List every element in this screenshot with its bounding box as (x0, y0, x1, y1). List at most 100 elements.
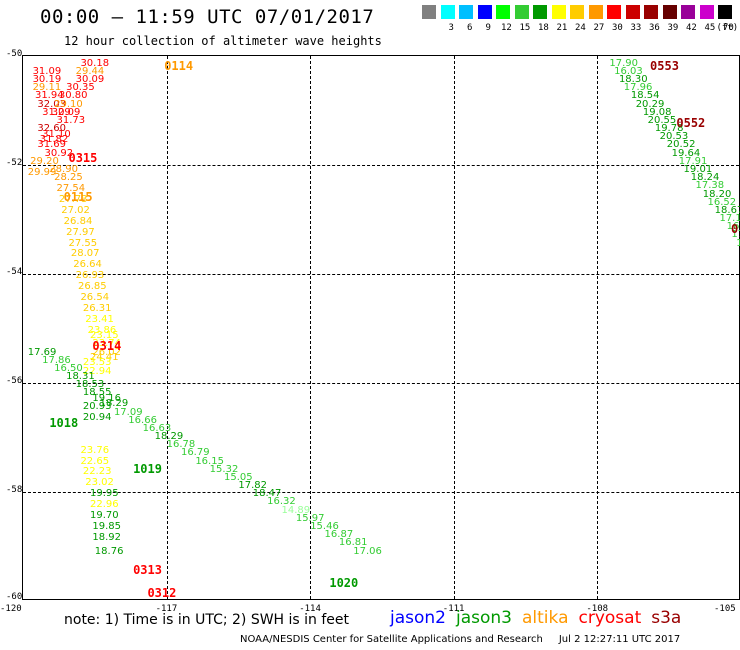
wave-height-value: 26.54 (80, 292, 110, 304)
wave-height-value: 17.90 (609, 57, 638, 69)
wave-height-value: 18.76 (94, 545, 124, 557)
wave-height-value: 31.10 (42, 128, 71, 140)
wave-height-value: 16.09 (726, 221, 740, 233)
wave-height-value: 20.55 (647, 114, 677, 126)
wave-height-value: 19.70 (90, 510, 119, 522)
wave-height-value: 18.47 (252, 488, 282, 500)
wave-height-value: 31.09 (32, 65, 62, 77)
map-plot-area: 30.18 31.09 29.44 30.19 30.09 29.11 30.35 31.94… (22, 55, 740, 600)
legend-label: 3 (448, 23, 454, 33)
wave-height-value: 18.29 (99, 398, 129, 410)
parallel-gridline (23, 165, 739, 166)
longitude-label: -120 (0, 604, 22, 614)
pass-id-label: 1019 (133, 462, 162, 477)
meridian-gridline (453, 56, 455, 599)
wave-height-value: 16.66 (128, 414, 157, 426)
meridian-gridline (597, 56, 599, 599)
wave-height-value: 29.11 (32, 82, 62, 94)
wave-height-value: 30.19 (32, 74, 62, 86)
wave-height-value: 30.09 (75, 74, 105, 86)
wave-height-value: 18.92 (92, 531, 122, 543)
wave-height-value: 22.65 (80, 455, 110, 467)
legend-swatch (570, 5, 584, 19)
legend-swatch (422, 5, 436, 19)
legend-swatch (607, 5, 621, 19)
wave-height-value: 22.23 (82, 466, 112, 478)
wave-height-value: 17.91 (678, 155, 708, 167)
wave-height-value: 17.31 (736, 237, 740, 249)
longitude-label: -105 (714, 604, 736, 614)
wave-height-value: 22.94 (82, 365, 112, 377)
wave-height-value: 27.55 (68, 237, 98, 249)
wave-height-value: 17.10 (719, 213, 740, 225)
wave-height-value: 23.76 (80, 444, 110, 456)
wave-height-value: 27.73 (58, 193, 88, 205)
legend-swatch (440, 5, 455, 19)
legend-label: 6 (467, 23, 473, 33)
wave-height-value: 16.50 (54, 362, 83, 374)
wave-height-value: 31.94 (34, 90, 64, 102)
wave-height-value: 29.10 (54, 98, 83, 110)
wave-height-value: 18.54 (630, 90, 660, 102)
wave-height-value: 26.31 (82, 302, 112, 314)
latitude-label: -60 (6, 592, 23, 602)
legend-swatch (625, 5, 640, 19)
wave-height-value: 32.60 (37, 123, 66, 135)
wave-height-value: 16.52 (707, 196, 737, 208)
wave-height-value: 14.89 (281, 504, 311, 516)
wave-height-value: 32.03 (37, 98, 66, 110)
legend-label: 15 (519, 23, 531, 33)
wave-height-value: 20.94 (82, 411, 112, 423)
parallel-gridline (23, 274, 739, 275)
legend-swatch (718, 5, 732, 19)
legend-swatch (459, 5, 473, 19)
latitude-label: -50 (6, 49, 23, 59)
wave-height-value: 15.32 (209, 463, 239, 475)
parallel-gridline (23, 383, 739, 384)
wave-height-value: 18.24 (690, 172, 720, 184)
credit-text: NOAA/NESDIS Center for Satellite Applica… (240, 634, 543, 645)
satellite-name: jason3 (456, 608, 512, 628)
longitude-label: -111 (442, 604, 465, 614)
wave-height-value: 16.78 (166, 439, 196, 451)
wave-height-value: 24.41 (90, 352, 119, 364)
wave-height-value: 27.97 (66, 226, 95, 238)
map-subtitle: 12 hour collection of altimeter wave hei… (64, 34, 382, 48)
pass-id-label: 0 (731, 222, 739, 237)
wave-height-value: 17.16 (731, 229, 740, 241)
wave-height-value: 22.96 (90, 499, 119, 511)
wave-height-value: 16.63 (142, 422, 172, 434)
pass-id-label: 1018 (49, 415, 79, 430)
legend-label: 39 (667, 23, 679, 33)
wave-height-value: 19.64 (671, 147, 701, 159)
wave-height-value: 29.20 (30, 155, 59, 167)
legend-label: 45 (704, 23, 716, 33)
wave-height-value: 26.64 (73, 259, 102, 271)
wave-height-value: 23.15 (90, 330, 119, 342)
wave-height-value: 17.69 (27, 346, 57, 358)
satellite-name: altika (522, 608, 569, 628)
pass-id-label: 0314 (92, 339, 122, 354)
wave-height-value: 15.97 (295, 512, 325, 524)
legend-label: 12 (501, 23, 512, 33)
latitude-label: -52 (6, 158, 23, 168)
longitude-label: -117 (155, 604, 178, 614)
wave-height-value: 16.87 (324, 529, 354, 541)
legend-label: 27 (593, 23, 605, 33)
wave-height-value: 17.09 (113, 406, 143, 418)
legend-swatch (477, 5, 492, 19)
wave-height-value: 18.20 (702, 188, 732, 200)
pass-id-label: 0114 (164, 58, 194, 73)
wave-height-value: 19.95 (90, 488, 119, 500)
pass-id-label: 0553 (650, 58, 679, 73)
pass-id-label: 0313 (133, 562, 162, 577)
wave-height-value: 23.41 (85, 313, 114, 325)
parallel-gridline (23, 492, 739, 493)
pass-id-label: 0315 (68, 151, 98, 166)
wave-height-value: 17.06 (353, 545, 382, 557)
legend-swatch (533, 5, 547, 19)
wave-height-value: 19.78 (654, 123, 684, 135)
wave-height-value: 17.38 (695, 180, 725, 192)
latitude-label: -54 (6, 267, 23, 277)
wave-height-value: 16.79 (180, 447, 210, 459)
